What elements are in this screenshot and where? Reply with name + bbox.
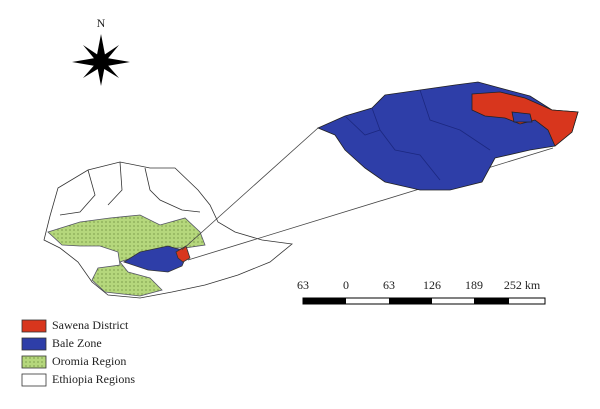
legend <box>21 319 47 387</box>
scale-label: 252 km <box>504 278 541 292</box>
scale-label: 126 <box>423 278 441 292</box>
legend-swatch <box>21 337 47 351</box>
legend-label: Sawena District <box>52 318 129 332</box>
legend-swatch <box>21 355 47 369</box>
scale-label: 63 <box>383 278 395 292</box>
ethiopia-map <box>43 127 554 299</box>
scale-bar: 63 0 63 126 189 252 km <box>297 278 546 305</box>
scale-label: 63 <box>297 278 309 292</box>
legend-label: Oromia Region <box>52 354 126 368</box>
legend-swatch <box>21 319 47 333</box>
north-arrow: N <box>72 16 130 86</box>
bale-zone-inset <box>316 81 579 191</box>
legend-label: Ethiopia Regions <box>52 372 135 386</box>
north-label: N <box>97 16 106 30</box>
scale-label: 0 <box>343 278 349 292</box>
scale-label: 189 <box>465 278 483 292</box>
legend-label: Bale Zone <box>52 336 102 350</box>
legend-swatch <box>21 373 47 387</box>
